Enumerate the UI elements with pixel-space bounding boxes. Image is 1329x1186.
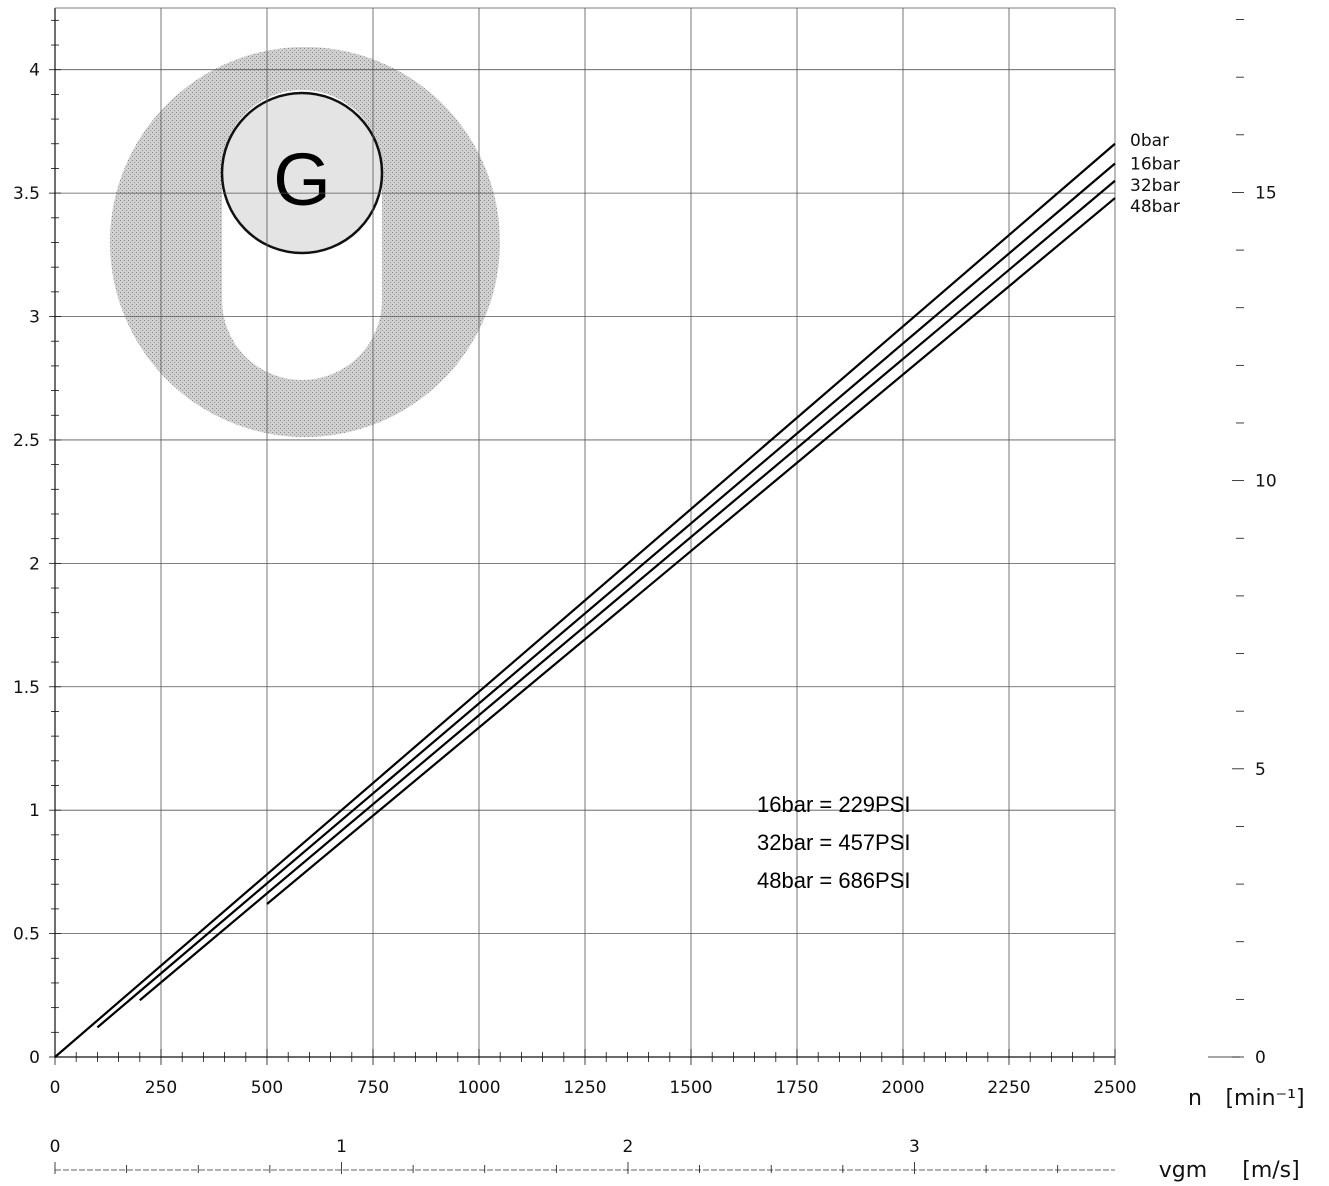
y2-tick-label-0: 0 — [1255, 1048, 1266, 1068]
logo-mark: G — [109, 47, 500, 438]
v-tick-label-2: 2 — [623, 1137, 634, 1157]
y-tick-label-4: 2 — [29, 554, 40, 574]
series-line-0bar — [54, 142, 1116, 1058]
grid — [55, 8, 1115, 1057]
x-axis-title: n [min⁻¹] — [1188, 1086, 1305, 1111]
series-lines — [54, 142, 1116, 1058]
y-tick-label-6: 3 — [29, 308, 40, 328]
v-tick-label-1: 1 — [336, 1137, 347, 1157]
y-axis-tick-labels: 0 0.5 1 1.5 2 2.5 3 3.5 4 — [13, 61, 40, 1068]
x-tick-label-7: 1750 — [775, 1078, 818, 1098]
pressure-conversion-note: 16bar = 229PSI 32bar = 457PSI 48bar = 68… — [757, 792, 911, 893]
v-tick-label-0: 0 — [50, 1137, 61, 1157]
x-tick-label-3: 750 — [357, 1078, 389, 1098]
right-axis-tick-labels: 0 5 10 15 — [1208, 183, 1277, 1068]
x-axis-unit: [min⁻¹] — [1225, 1086, 1304, 1111]
v-axis-title: vgm [m/s] — [1159, 1158, 1300, 1183]
x-tick-label-4: 1000 — [457, 1078, 500, 1098]
velocity-axis: 0 1 2 3 — [50, 1137, 1115, 1174]
series-line-16bar — [96, 162, 1116, 1029]
x-tick-label-2: 500 — [251, 1078, 283, 1098]
y-tick-label-2: 1 — [29, 801, 40, 821]
y-tick-label-1: 0.5 — [13, 925, 40, 945]
x-axis-tick-labels: 0 250 500 750 1000 1250 1500 1750 2000 2250 2500 — [50, 1078, 1137, 1098]
y-tick-label-8: 4 — [29, 61, 40, 81]
x-tick-label-9: 2250 — [987, 1078, 1030, 1098]
logo-letter: G — [273, 138, 331, 221]
series-label-32bar: 32bar — [1130, 176, 1180, 196]
y-tick-label-7: 3.5 — [13, 184, 40, 204]
x-tick-label-1: 250 — [145, 1078, 177, 1098]
x-axis-label: n — [1188, 1086, 1202, 1111]
x-tick-label-8: 2000 — [881, 1078, 924, 1098]
series-line-32bar — [139, 179, 1116, 1002]
series-label-48bar: 48bar — [1130, 197, 1180, 217]
note-line-3: 48bar = 686PSI — [757, 868, 911, 893]
note-line-2: 32bar = 457PSI — [757, 830, 911, 855]
y-tick-label-5: 2.5 — [13, 431, 40, 451]
y2-tick-label-3: 15 — [1255, 183, 1277, 203]
y-tick-label-3: 1.5 — [13, 678, 40, 698]
x-tick-label-5: 1250 — [563, 1078, 606, 1098]
y2-tick-label-1: 5 — [1255, 760, 1266, 780]
y2-tick-label-2: 10 — [1255, 472, 1277, 492]
logo-ring — [109, 47, 500, 438]
logo-inner-circle — [220, 91, 384, 255]
series-label-16bar: 16bar — [1130, 154, 1180, 174]
x-tick-label-0: 0 — [50, 1078, 61, 1098]
v-tick-label-3: 3 — [909, 1137, 920, 1157]
note-line-1: 16bar = 229PSI — [757, 792, 911, 817]
series-line-48bar — [266, 197, 1116, 905]
v-axis-label: vgm — [1159, 1158, 1207, 1183]
x-tick-label-6: 1500 — [669, 1078, 712, 1098]
y-tick-label-0: 0 — [29, 1048, 40, 1068]
series-label-0bar: 0bar — [1130, 131, 1169, 151]
x-tick-label-10: 2500 — [1093, 1078, 1136, 1098]
v-axis-unit: [m/s] — [1242, 1158, 1299, 1183]
